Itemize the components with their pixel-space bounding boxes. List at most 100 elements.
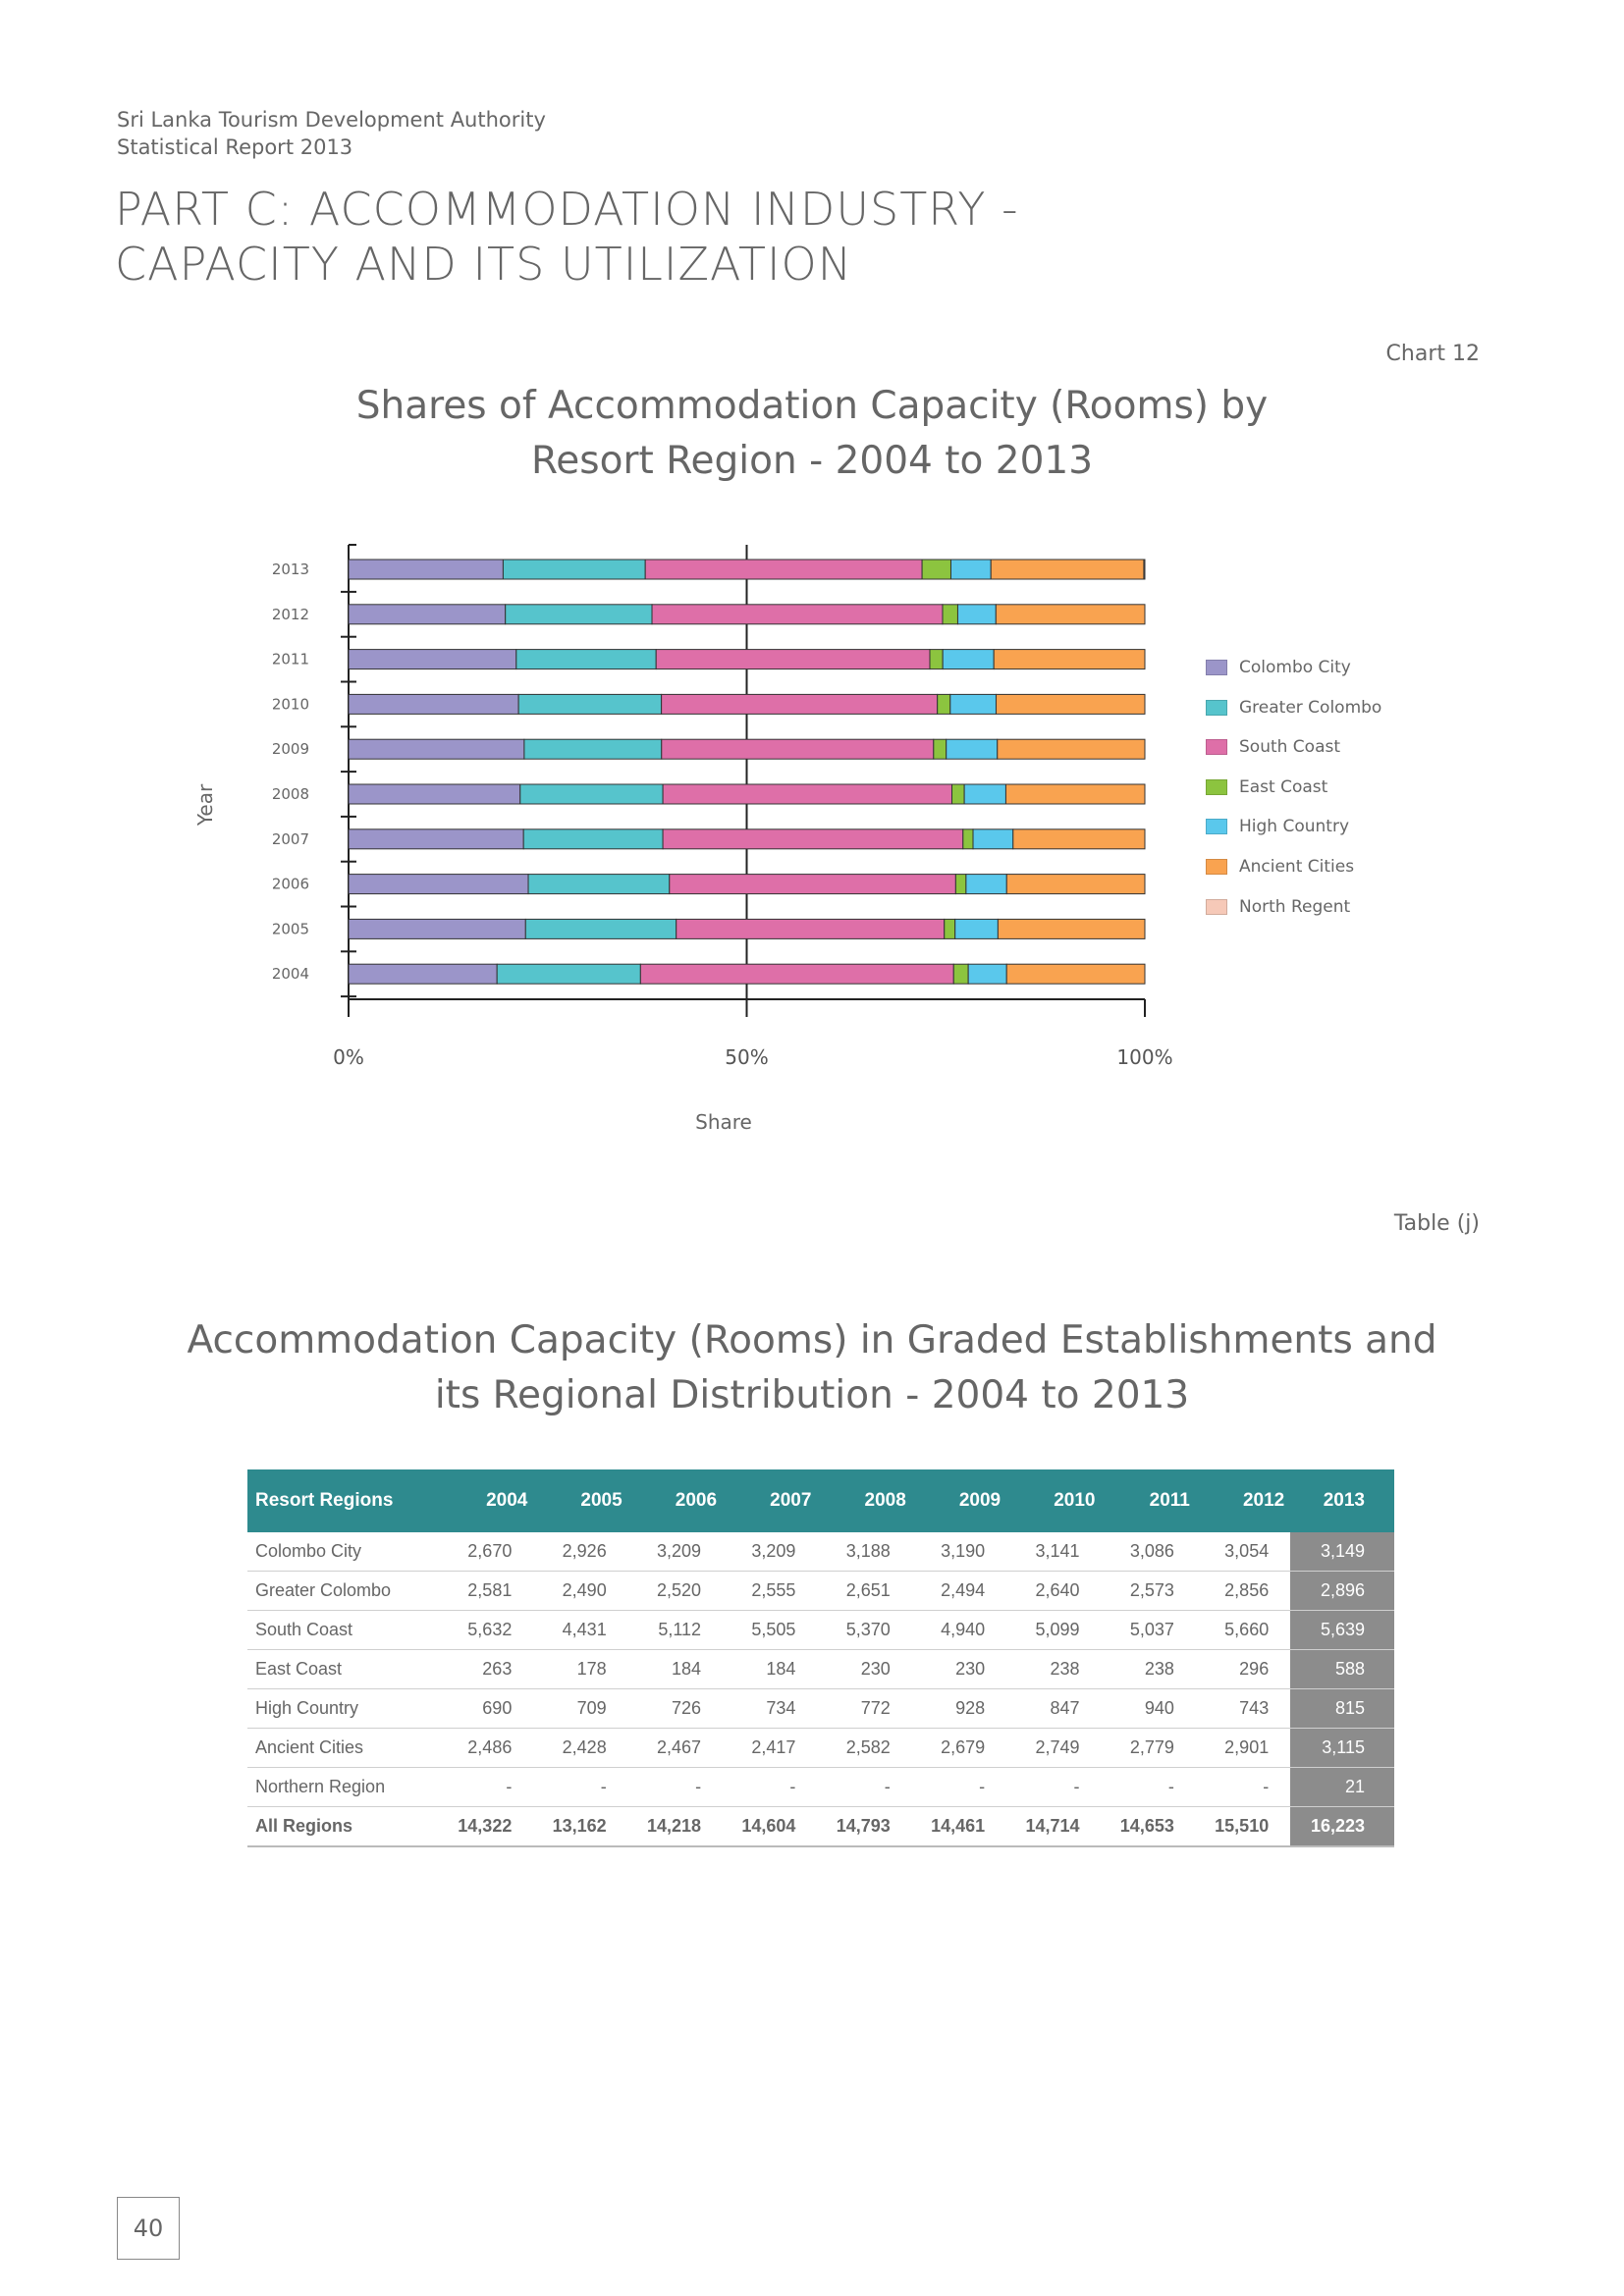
y-tick-label: 2006 — [272, 876, 309, 893]
table-cell: 230 — [817, 1649, 912, 1689]
bar-segment-south-coast — [644, 559, 923, 580]
table-cell: 2,490 — [533, 1571, 628, 1611]
bar-segment-colombo-city — [348, 604, 507, 625]
bar-segment-greater-colombo — [517, 693, 663, 715]
table-cell: - — [817, 1767, 912, 1807]
table-cell: 690 — [438, 1688, 534, 1729]
bar-segment-greater-colombo — [515, 649, 657, 670]
legend-label: South Coast — [1239, 737, 1341, 758]
table-cell: 14,653 — [1101, 1806, 1196, 1847]
table-cell: 734 — [723, 1688, 818, 1729]
table-row: All Regions 14,322 13,162 14,218 14,604 14,79… — [247, 1806, 1394, 1847]
bar-segment-south-coast — [639, 963, 954, 985]
bar-segment-ancient-cities — [995, 693, 1146, 715]
table-title-line2: its Regional Distribution - 2004 to 2013 — [434, 1373, 1190, 1417]
table-cell: 14,793 — [817, 1806, 912, 1847]
table-cell: 5,099 — [1006, 1610, 1102, 1650]
bar-segment-colombo-city — [348, 693, 519, 715]
table-header-cell: 2010 — [1006, 1469, 1102, 1532]
table-cell: 238 — [1006, 1649, 1102, 1689]
table-header-cell: 2006 — [627, 1469, 724, 1532]
x-tick-label: 0% — [333, 1045, 364, 1069]
table-cell: 2,779 — [1101, 1728, 1196, 1768]
bar-segment-colombo-city — [348, 649, 517, 670]
table-row: Ancient Cities 2,486 2,428 2,467 2,417 2,582 2… — [247, 1728, 1394, 1768]
table-header-cell: 2009 — [911, 1469, 1007, 1532]
table-cell: 2,520 — [627, 1571, 724, 1611]
bar-segment-east-coast — [937, 693, 951, 715]
y-tick-label: 2013 — [272, 561, 309, 578]
bar-segment-east-coast — [942, 604, 958, 625]
table-cell: - — [1006, 1767, 1102, 1807]
bar-segment-east-coast — [954, 874, 967, 895]
bar-segment-colombo-city — [348, 738, 525, 760]
table-cell: 2,926 — [533, 1532, 628, 1572]
table-header-cell: 2011 — [1101, 1469, 1196, 1532]
report-header: Sri Lanka Tourism Development Authority … — [117, 106, 546, 161]
table-row: South Coast 5,632 4,431 5,112 5,505 5,370 4,94… — [247, 1610, 1394, 1650]
table-cell: 3,209 — [723, 1532, 818, 1572]
table-cell: 2,428 — [533, 1728, 628, 1768]
table-row: Northern Region - - - - - - - - -21 — [247, 1767, 1394, 1807]
bar-segment-ancient-cities — [993, 649, 1146, 670]
y-tick-label: 2009 — [272, 740, 309, 758]
table-cell: Northern Region — [247, 1767, 439, 1807]
bar-segment-ancient-cities — [990, 559, 1145, 580]
y-tick-label: 2005 — [272, 920, 309, 937]
bar-segment-south-coast — [655, 649, 931, 670]
bar-segment-east-coast — [921, 559, 951, 580]
bar-segment-high-country — [949, 559, 992, 580]
x-axis-title: Share — [695, 1110, 752, 1134]
bar-segment-ancient-cities — [997, 918, 1146, 939]
legend-swatch — [1206, 660, 1227, 675]
table-cell: 3,054 — [1195, 1532, 1291, 1572]
table-cell: 263 — [438, 1649, 534, 1689]
table-cell: 940 — [1101, 1688, 1196, 1729]
legend-swatch — [1206, 739, 1227, 756]
table-cell: 2,582 — [817, 1728, 912, 1768]
legend-label: North Regent — [1239, 896, 1351, 917]
bar-segment-south-coast — [676, 918, 946, 939]
table-cell: 2,494 — [911, 1571, 1007, 1611]
table-cell: 13,162 — [533, 1806, 628, 1847]
table-cell: 709 — [533, 1688, 628, 1729]
table-cell: 14,714 — [1006, 1806, 1102, 1847]
capacity-table: Resort Regions 2004 2005 2006 2007 2008 2009 20… — [247, 1469, 1394, 1847]
bar-segment-greater-colombo — [523, 738, 663, 760]
legend-item: Greater Colombo — [1206, 698, 1381, 720]
part-title: PART C: ACCOMMODATION INDUSTRY - CAPACIT… — [115, 182, 1019, 292]
table-header-cell: Resort Regions — [247, 1469, 439, 1532]
table-cell: 14,322 — [438, 1806, 534, 1847]
table-cell: - — [438, 1767, 534, 1807]
table-cell: 178 — [533, 1649, 628, 1689]
bar-segment-colombo-city — [348, 783, 521, 805]
bar-segment-high-country — [967, 963, 1007, 985]
table-cell: South Coast — [247, 1610, 439, 1650]
table-cell: 14,218 — [627, 1806, 724, 1847]
legend-item: Ancient Cities — [1206, 857, 1354, 879]
table-row: East Coast 263 178 184 184 230 230 238 238 296 588 — [247, 1649, 1394, 1689]
table-cell: Greater Colombo — [247, 1571, 439, 1611]
table-header-cell: 2008 — [817, 1469, 912, 1532]
bar-segment-greater-colombo — [502, 559, 646, 580]
table-cell: 815 — [1290, 1688, 1394, 1729]
table-cell: 2,573 — [1101, 1571, 1196, 1611]
y-tick-label: 2007 — [272, 830, 309, 848]
bar-segment-greater-colombo — [527, 874, 671, 895]
table-cell: Colombo City — [247, 1532, 439, 1572]
table-cell: 928 — [911, 1688, 1007, 1729]
y-tick-label: 2010 — [272, 695, 309, 713]
table-cell: 2,856 — [1195, 1571, 1291, 1611]
y-tick-label: 2004 — [272, 965, 309, 983]
table-cell: 230 — [911, 1649, 1007, 1689]
table-row: Greater Colombo 2,581 2,490 2,520 2,555 2,651… — [247, 1571, 1394, 1611]
table-cell: 3,149 — [1290, 1532, 1394, 1572]
table-cell: 14,604 — [723, 1806, 818, 1847]
bar-segment-south-coast — [661, 693, 939, 715]
table-row: Colombo City 2,670 2,926 3,209 3,209 3,188 3,1… — [247, 1532, 1394, 1572]
bar-segment-south-coast — [669, 874, 956, 895]
table-cell: 2,651 — [817, 1571, 912, 1611]
stacked-bar-chart: 2013 2012 2011 2010 2009 2008 2007 2006 2005 2004… — [193, 544, 1173, 1134]
bar-segment-south-coast — [661, 738, 935, 760]
table-cell: 4,940 — [911, 1610, 1007, 1650]
